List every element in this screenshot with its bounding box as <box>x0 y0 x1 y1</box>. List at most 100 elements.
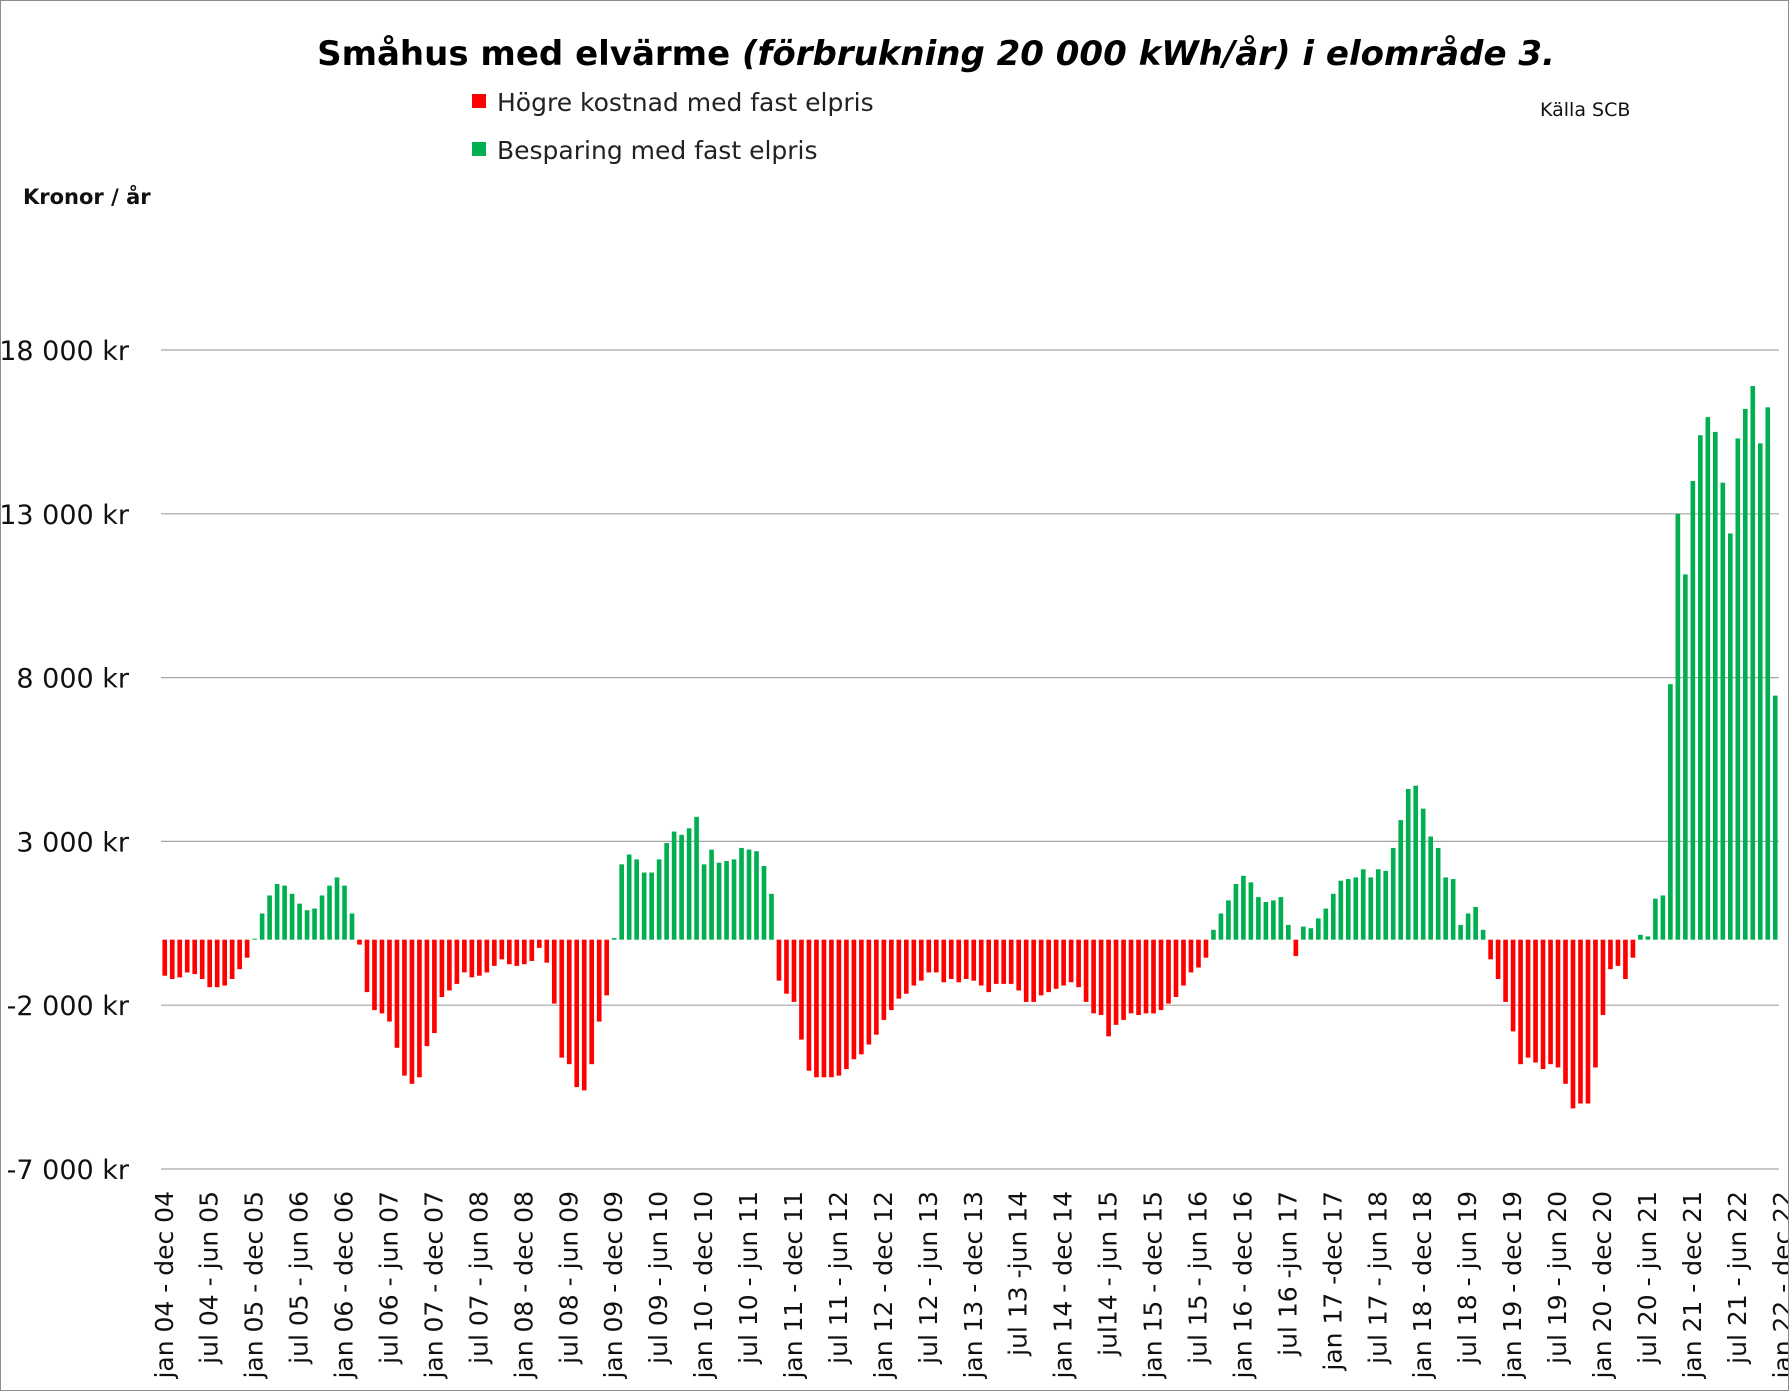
bar <box>1136 939 1141 1016</box>
bar <box>514 939 520 966</box>
x-tick-label: jul 04 - jun 05 <box>195 1191 224 1365</box>
x-tick-label: jul 13 -jun 14 <box>1004 1191 1033 1357</box>
x-tick-label: jul 18 - jun 19 <box>1453 1191 1482 1365</box>
x-tick-label: jul 07 - jun 08 <box>464 1191 493 1365</box>
bar <box>1241 875 1246 940</box>
bar <box>1293 939 1299 957</box>
bar <box>1653 898 1658 940</box>
chart-title: Småhus med elvärme (förbrukning 20 000 k… <box>317 34 1555 74</box>
bar <box>1271 900 1276 940</box>
bar <box>731 859 737 940</box>
x-tick-label: jul 15 - jun 16 <box>1183 1191 1212 1365</box>
bar <box>971 939 977 981</box>
bar <box>1757 443 1763 940</box>
bar <box>409 939 415 1084</box>
legend-swatch-negative <box>472 94 486 108</box>
y-axis-label: Kronor / år <box>23 184 151 209</box>
bar <box>536 939 542 948</box>
bar <box>881 939 887 1020</box>
bar <box>244 939 250 958</box>
bar <box>859 939 864 1055</box>
bar <box>267 895 272 940</box>
y-tick-labels: 18 000 kr 13 000 kr 8 000 kr 3 000 kr -2 000… <box>1 336 130 1186</box>
x-tick-label: jan 12 - dec 12 <box>869 1191 898 1380</box>
bar <box>207 939 213 988</box>
bar <box>462 939 467 973</box>
bar <box>1645 936 1651 940</box>
bar <box>1301 926 1306 940</box>
x-tick-label: jan 05 - dec 05 <box>240 1191 269 1380</box>
bar <box>963 939 969 979</box>
bar <box>566 939 572 1065</box>
bar <box>364 939 370 993</box>
bar <box>559 939 565 1058</box>
bar <box>791 939 797 1002</box>
title-main: Småhus med elvärme <box>317 34 742 74</box>
bar <box>394 939 400 1048</box>
bar <box>851 939 857 1060</box>
bar <box>334 877 340 940</box>
x-tick-label: jan 20 - dec 20 <box>1588 1191 1617 1380</box>
y-tick-label: -7 000 kr <box>7 1155 130 1186</box>
bar <box>1742 408 1748 940</box>
x-tick-label: jan 10 - dec 10 <box>689 1191 718 1380</box>
bar <box>746 849 752 940</box>
bar <box>1151 939 1156 1014</box>
bar <box>1308 928 1314 940</box>
bar <box>1218 913 1224 940</box>
bar <box>1615 939 1621 966</box>
y-tick-label: 3 000 kr <box>16 827 130 858</box>
bar <box>1705 417 1711 940</box>
bar <box>1360 869 1366 940</box>
bar <box>1330 893 1336 940</box>
bar <box>1600 939 1606 1016</box>
bar <box>926 939 932 973</box>
y-tick-label: 13 000 kr <box>1 500 130 531</box>
bar <box>754 851 759 940</box>
bar <box>312 908 317 940</box>
bar <box>761 865 767 940</box>
x-tick-label: jul 09 - jun 10 <box>644 1191 673 1365</box>
x-tick-label: jan 09 - dec 09 <box>599 1191 628 1380</box>
bar <box>357 939 362 945</box>
bar <box>626 854 632 940</box>
bar <box>439 939 445 998</box>
bar <box>544 939 550 963</box>
bar <box>1660 895 1666 940</box>
x-tick-label: jan 06 - dec 06 <box>330 1191 359 1380</box>
bar <box>581 939 587 1091</box>
x-tick-label: jan 08 - dec 08 <box>509 1191 538 1380</box>
bar <box>1683 574 1688 940</box>
x-tick-label: jul 05 - jun 06 <box>285 1191 314 1365</box>
bar <box>1398 820 1404 940</box>
bar <box>1570 939 1576 1109</box>
bar <box>177 939 183 978</box>
bar <box>229 939 235 979</box>
bar <box>836 939 842 1076</box>
bar <box>1091 939 1096 1014</box>
x-tick-label: jul 19 - jun 20 <box>1543 1191 1572 1365</box>
bar <box>162 939 168 976</box>
source-note: Källa SCB <box>1540 99 1630 121</box>
bar <box>372 939 377 1011</box>
bar <box>611 938 617 940</box>
bar <box>664 843 669 940</box>
x-tick-label: jul 11 - jun 12 <box>824 1191 853 1365</box>
bar <box>1510 939 1516 1032</box>
bar <box>1765 407 1771 940</box>
bar <box>679 834 684 940</box>
bar <box>701 864 707 940</box>
x-tick-label: jan 14 - dec 14 <box>1049 1191 1078 1380</box>
bar <box>1593 939 1598 1068</box>
bar <box>289 893 295 940</box>
bar <box>896 939 902 999</box>
x-tick-label: jan 11 - dec 11 <box>779 1191 808 1380</box>
x-tick-label: jan 17 -dec 17 <box>1318 1191 1347 1372</box>
bar <box>304 910 310 940</box>
bar <box>821 939 827 1078</box>
bar <box>1390 847 1396 940</box>
bar <box>1435 847 1441 940</box>
bar <box>282 885 287 940</box>
bar <box>222 939 227 986</box>
